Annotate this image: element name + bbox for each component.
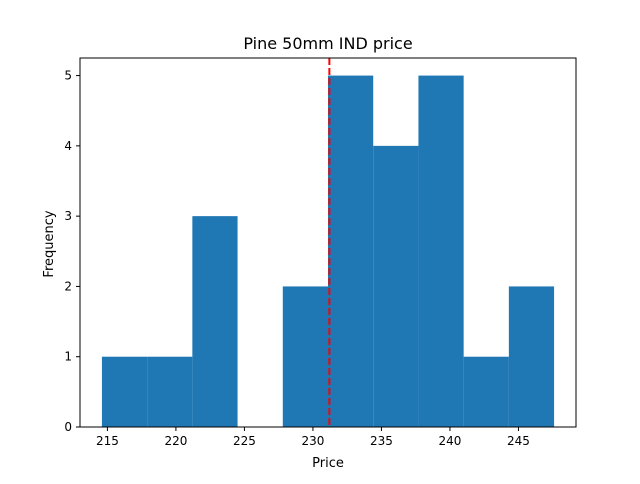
histogram-bar [147,356,193,427]
x-tick-label: 230 [301,434,324,448]
y-axis-label: Frequency [42,210,57,277]
x-tick-label: 245 [507,434,530,448]
y-tick-label: 5 [64,69,72,83]
histogram-bar [373,145,419,427]
y-axis-ticks: 0 1 2 3 4 5 [64,69,80,434]
y-tick-label: 0 [64,420,72,434]
y-tick-label: 2 [64,279,72,293]
x-tick-label: 225 [233,434,256,448]
x-tick-label: 220 [164,434,187,448]
x-tick-label: 215 [96,434,119,448]
histogram-bar [101,356,148,427]
y-tick-label: 4 [64,139,72,153]
histogram-bar [328,75,374,428]
histogram-bars [101,75,555,428]
x-axis-label: Price [312,456,344,471]
x-axis-ticks: 215 220 225 230 235 240 245 [96,427,530,448]
y-tick-label: 1 [64,350,72,364]
x-tick-label: 235 [370,434,393,448]
histogram-bar [508,286,555,427]
chart-title: Pine 50mm IND price [243,34,412,53]
plot-frame [79,57,577,428]
histogram-bar [463,356,509,427]
histogram-bar [282,286,328,427]
y-tick-label: 3 [64,209,72,223]
histogram-bar [192,216,238,427]
x-tick-label: 240 [438,434,461,448]
histogram-bar [418,75,464,428]
